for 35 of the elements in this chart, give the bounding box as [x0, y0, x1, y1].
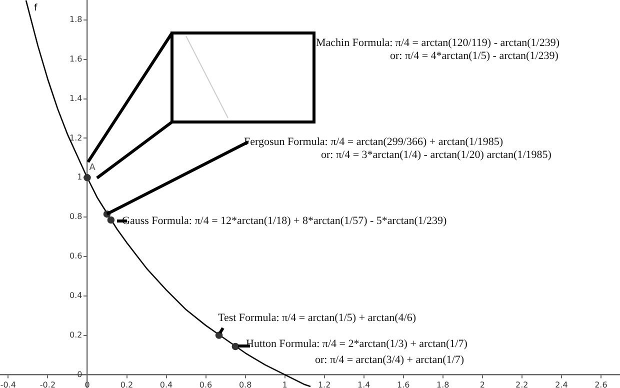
annotation: A — [89, 162, 96, 173]
x-tick-label: 1.2 — [318, 380, 331, 388]
y-tick-label: 1.4 — [70, 94, 82, 103]
x-tick-label: -0.2 — [40, 380, 56, 388]
x-tick-label: -0.4 — [0, 380, 16, 388]
point — [215, 332, 223, 339]
x-tick-label: 1.8 — [436, 380, 450, 388]
point — [107, 216, 115, 224]
y-tick-label: 0.6 — [70, 252, 82, 261]
annotation: or: π/4 = arctan(3/4) + arctan(1/7) — [315, 354, 464, 366]
point — [84, 174, 91, 182]
y-tick-label: 0.8 — [70, 212, 82, 222]
x-tick-label: 0.4 — [160, 380, 173, 388]
x-tick-label: 2.4 — [555, 380, 568, 388]
x-tick-label: 2.6 — [594, 380, 608, 388]
x-tick-label: 2.2 — [516, 380, 528, 388]
y-tick-label: 1 — [77, 172, 82, 182]
y-tick-label: 0.2 — [70, 330, 82, 340]
annotation: or: π/4 = 3*arctan(1/4) - arctan(1/20) arctan(1/1985) — [321, 148, 552, 161]
x-tick-label: 2 — [480, 380, 485, 388]
annotation: Machin Formula: π/4 = arctan(120/119) - arctan(1/239) — [316, 36, 560, 49]
point — [232, 342, 240, 350]
x-tick-label: 0.6 — [199, 380, 212, 388]
y-tick-label: 1.8 — [70, 15, 82, 24]
x-tick-label: 0.8 — [238, 380, 252, 388]
y-tick-label: 1.2 — [70, 133, 82, 142]
annotation: or: π/4 = 4*arctan(1/5) - arctan(1/239) — [390, 50, 559, 62]
x-tick-label: 1.4 — [357, 380, 370, 388]
x-tick-label: 1.6 — [396, 380, 410, 388]
x-tick-label: 0.2 — [120, 380, 134, 388]
annotation: Test Formula: π/4 = arctan(1/5) + arctan(4/6) — [218, 312, 416, 324]
series-label: f — [34, 4, 38, 14]
x-tick-label: 1 — [282, 380, 288, 388]
y-tick-label: 0.4 — [70, 290, 82, 300]
y-tick-label: 1.6 — [70, 54, 82, 64]
